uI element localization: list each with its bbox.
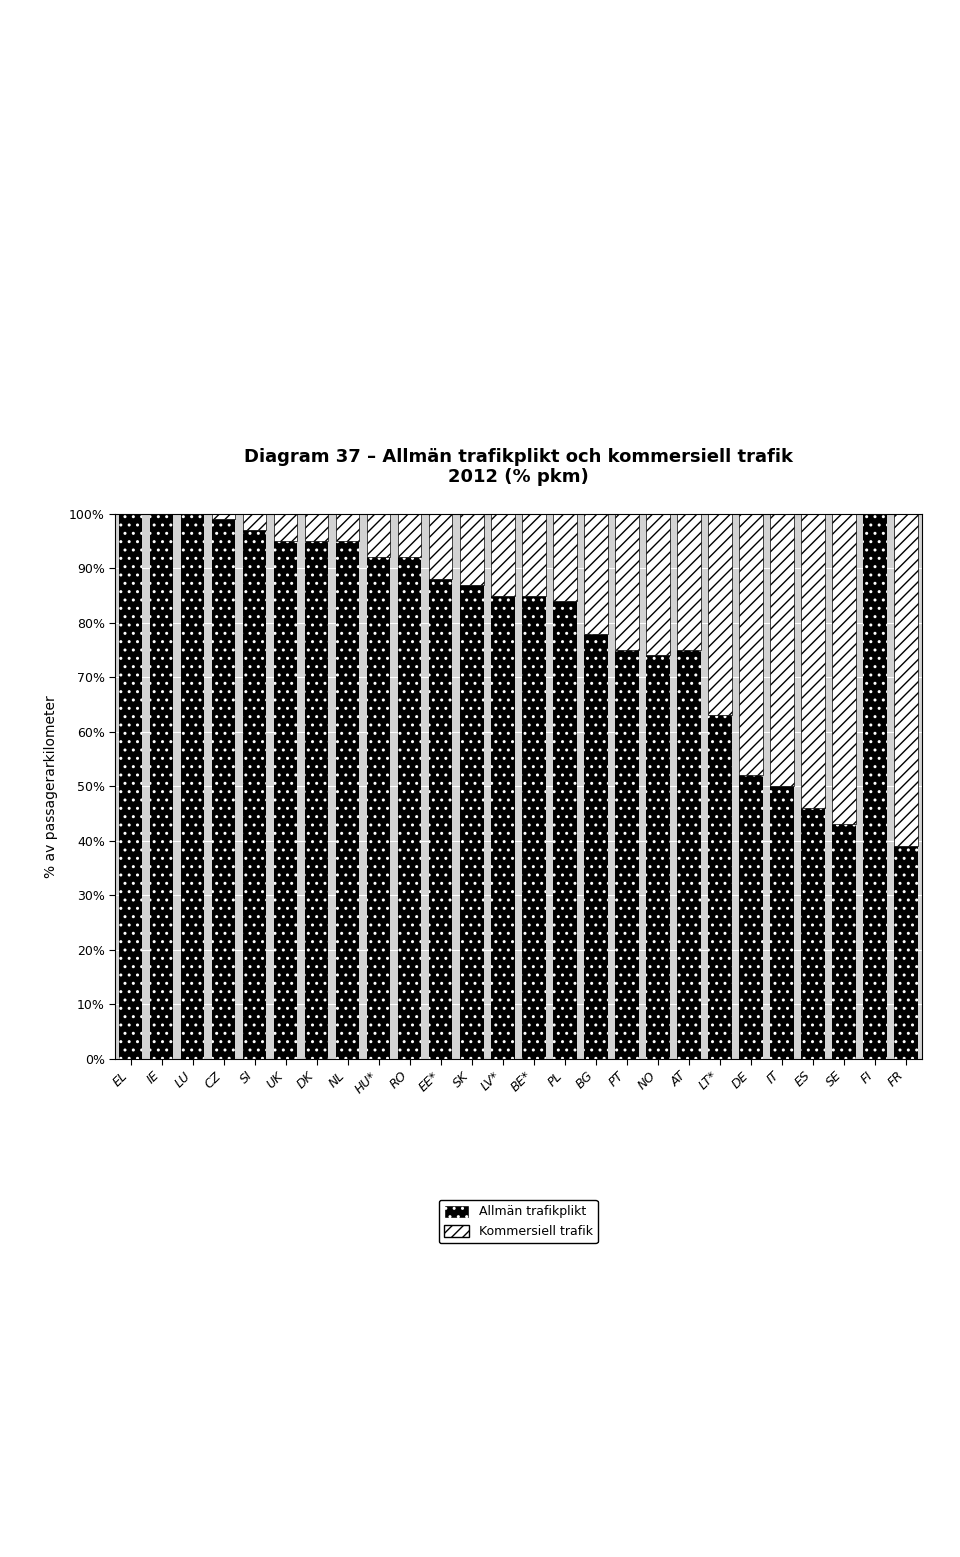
Bar bbox=[895, 514, 918, 847]
Bar bbox=[802, 808, 825, 1059]
Bar bbox=[460, 514, 484, 585]
Y-axis label: % av passagerarkilometer: % av passagerarkilometer bbox=[44, 694, 58, 878]
Bar bbox=[150, 514, 174, 1059]
Bar bbox=[522, 596, 545, 1059]
Bar bbox=[492, 514, 515, 596]
Bar bbox=[802, 514, 825, 808]
Bar bbox=[522, 514, 545, 596]
Bar bbox=[460, 585, 484, 1059]
Bar bbox=[553, 601, 577, 1059]
Bar bbox=[585, 634, 608, 1059]
Bar bbox=[398, 557, 421, 1059]
Bar bbox=[553, 514, 577, 601]
Bar bbox=[275, 542, 298, 1059]
Bar bbox=[585, 514, 608, 634]
Bar bbox=[615, 514, 638, 651]
Bar bbox=[863, 514, 887, 1059]
Text: Diagram 37 – Allmän trafikplikt och kommersiell trafik
2012 (% pkm): Diagram 37 – Allmän trafikplikt och komm… bbox=[244, 448, 793, 486]
Bar bbox=[119, 514, 142, 1059]
Bar bbox=[212, 514, 235, 520]
Bar bbox=[770, 514, 794, 786]
Bar bbox=[275, 514, 298, 542]
Bar bbox=[646, 514, 669, 655]
Bar bbox=[429, 579, 452, 1059]
Bar bbox=[678, 514, 701, 651]
Legend: Allmän trafikplikt, Kommersiell trafik: Allmän trafikplikt, Kommersiell trafik bbox=[439, 1200, 598, 1242]
Bar bbox=[305, 514, 328, 542]
Bar bbox=[832, 825, 855, 1059]
Bar bbox=[243, 531, 266, 1059]
Bar bbox=[678, 651, 701, 1059]
Bar bbox=[398, 514, 421, 557]
Bar bbox=[336, 514, 359, 542]
Bar bbox=[770, 786, 794, 1059]
Bar bbox=[492, 596, 515, 1059]
Bar bbox=[243, 514, 266, 531]
Bar bbox=[646, 655, 669, 1059]
Bar bbox=[708, 716, 732, 1059]
Bar bbox=[739, 775, 762, 1059]
Bar bbox=[615, 651, 638, 1059]
Bar bbox=[708, 514, 732, 716]
Bar bbox=[212, 520, 235, 1059]
Bar bbox=[367, 557, 391, 1059]
Bar bbox=[181, 514, 204, 1059]
Bar bbox=[832, 514, 855, 825]
Bar bbox=[305, 542, 328, 1059]
Bar bbox=[336, 542, 359, 1059]
Bar bbox=[429, 514, 452, 579]
Bar bbox=[739, 514, 762, 775]
Bar bbox=[367, 514, 391, 557]
Bar bbox=[895, 847, 918, 1059]
